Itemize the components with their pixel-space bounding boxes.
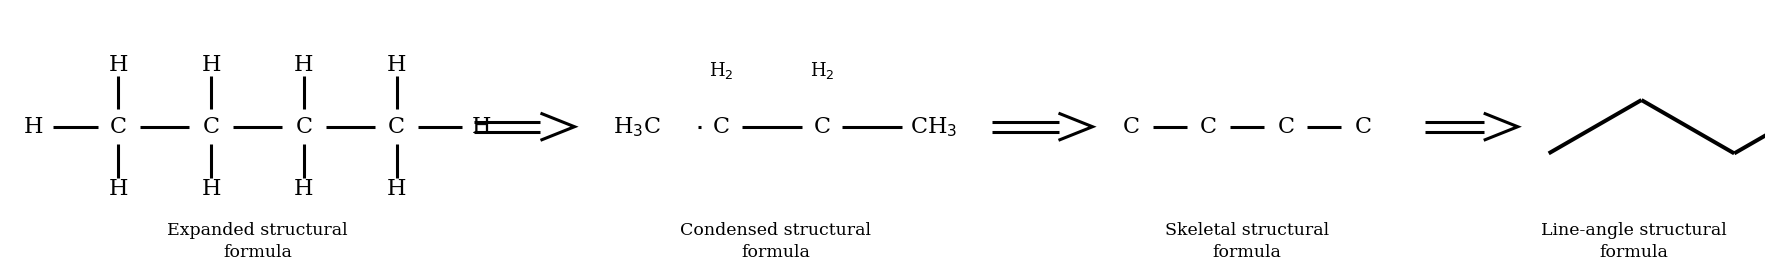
Text: H: H xyxy=(294,54,314,76)
Text: C: C xyxy=(388,116,405,138)
Text: C: C xyxy=(813,116,830,138)
Text: C: C xyxy=(713,116,729,138)
Text: H: H xyxy=(109,54,128,76)
Text: H: H xyxy=(23,116,43,138)
Text: Line-angle structural
formula: Line-angle structural formula xyxy=(1540,222,1725,261)
Text: Skeletal structural
formula: Skeletal structural formula xyxy=(1164,222,1328,261)
Text: C: C xyxy=(203,116,219,138)
Text: H$_3$C: H$_3$C xyxy=(613,115,661,139)
Text: H: H xyxy=(387,54,406,76)
Text: Expanded structural
formula: Expanded structural formula xyxy=(168,222,347,261)
Text: C: C xyxy=(110,116,127,138)
Text: CH$_3$: CH$_3$ xyxy=(909,115,957,139)
Text: H: H xyxy=(472,116,492,138)
Text: H: H xyxy=(201,178,221,200)
Text: C: C xyxy=(1199,116,1217,138)
Text: C: C xyxy=(296,116,312,138)
Text: H: H xyxy=(109,178,128,200)
Text: H$_2$: H$_2$ xyxy=(809,60,834,81)
Text: C: C xyxy=(1354,116,1370,138)
Text: H: H xyxy=(387,178,406,200)
Text: C: C xyxy=(1276,116,1294,138)
Text: H: H xyxy=(294,178,314,200)
Text: Condensed structural
formula: Condensed structural formula xyxy=(679,222,871,261)
Text: H: H xyxy=(201,54,221,76)
Text: H$_2$: H$_2$ xyxy=(709,60,734,81)
Text: C: C xyxy=(1123,116,1139,138)
